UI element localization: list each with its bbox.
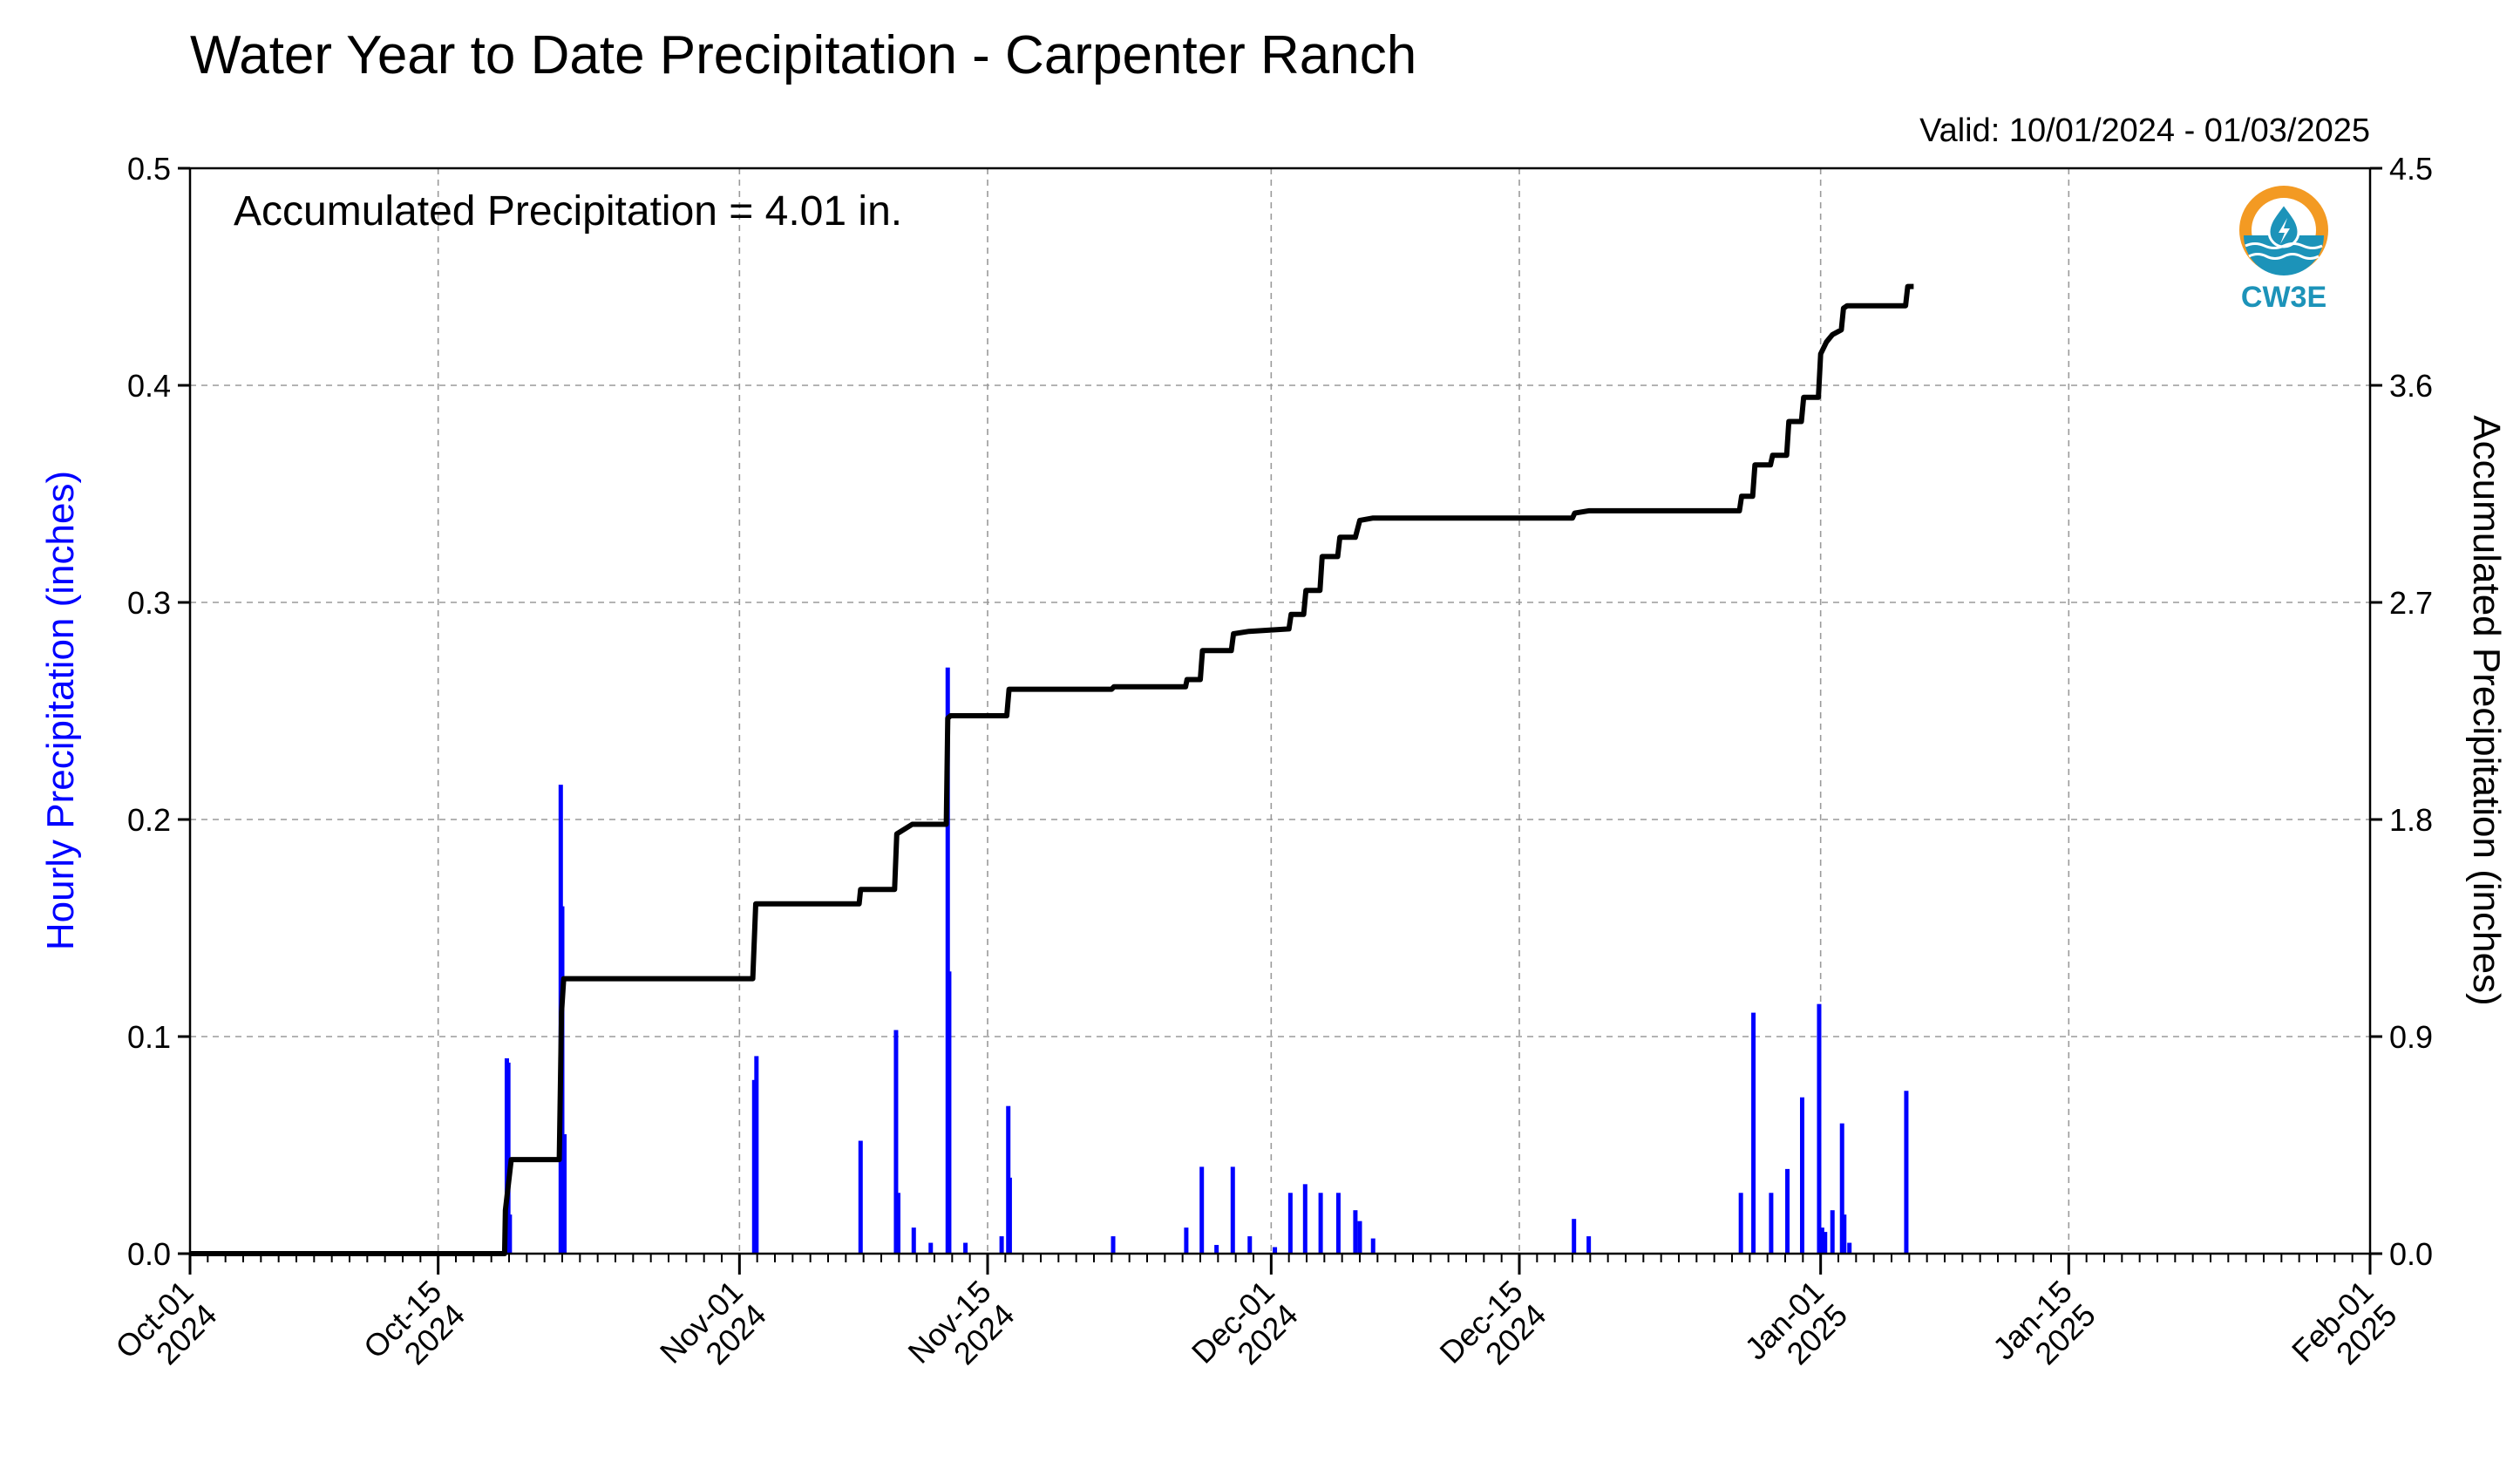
y-right-tick-label: 2.7 bbox=[2389, 585, 2433, 621]
y-left-tick-label: 0.3 bbox=[127, 585, 171, 621]
y-right-tick-label: 4.5 bbox=[2389, 151, 2433, 187]
precipitation-bar bbox=[562, 1134, 567, 1254]
left-axis-title: Hourly Precipitation (inches) bbox=[39, 471, 82, 950]
chart-subtitle: Valid: 10/01/2024 - 01/03/2025 bbox=[1919, 112, 2370, 149]
precipitation-bar bbox=[1318, 1193, 1323, 1254]
precipitation-bar bbox=[928, 1242, 934, 1254]
precipitation-bar bbox=[1751, 1012, 1756, 1254]
precipitation-bar bbox=[507, 1214, 513, 1254]
precipitation-bar bbox=[1335, 1193, 1341, 1254]
chart-title: Water Year to Date Precipitation - Carpe… bbox=[190, 25, 1416, 85]
precipitation-bar bbox=[1230, 1166, 1235, 1254]
precipitation-bar bbox=[947, 971, 952, 1254]
precipitation-bar bbox=[895, 1193, 900, 1254]
y-right-tick-label: 0.9 bbox=[2389, 1019, 2433, 1055]
hourly-precipitation-bars bbox=[503, 667, 1909, 1254]
lightning-icon bbox=[2279, 218, 2290, 244]
precipitation-bar bbox=[1819, 1227, 1824, 1254]
precipitation-bar bbox=[858, 1140, 863, 1254]
precipitation-bar bbox=[1817, 1003, 1822, 1254]
precipitation-bar bbox=[1273, 1247, 1278, 1254]
plot-frame bbox=[188, 167, 2372, 1255]
precipitation-bar bbox=[945, 667, 950, 1254]
precipitation-bar bbox=[911, 1227, 916, 1254]
y-right-tick-label: 1.8 bbox=[2389, 802, 2433, 838]
grid-lines bbox=[189, 167, 2371, 1255]
precipitation-bar bbox=[1302, 1184, 1308, 1254]
logo-text: CW3E bbox=[2241, 281, 2326, 314]
logo-wave-1 bbox=[2245, 242, 2323, 249]
y-right-tick-label: 3.6 bbox=[2389, 368, 2433, 404]
precipitation-bar bbox=[1199, 1166, 1205, 1254]
precipitation-bar bbox=[1572, 1219, 1577, 1254]
precipitation-bar bbox=[1738, 1193, 1743, 1254]
precipitation-bar bbox=[1111, 1236, 1116, 1254]
precipitation-bar bbox=[1370, 1238, 1375, 1254]
y-left-tick-label: 0.1 bbox=[127, 1019, 171, 1055]
accumulated-precipitation-line bbox=[190, 283, 1914, 1256]
precipitation-bar bbox=[751, 1079, 757, 1254]
precipitation-bar bbox=[1287, 1193, 1293, 1254]
y-left-tick-label: 0.4 bbox=[127, 368, 171, 404]
precipitation-bar bbox=[1007, 1177, 1012, 1254]
precipitation-bar bbox=[1823, 1232, 1828, 1254]
precipitation-bar bbox=[1799, 1097, 1804, 1254]
precipitation-bar bbox=[1904, 1091, 1909, 1254]
precipitation-bar bbox=[1247, 1236, 1253, 1254]
precipitation-bar bbox=[1357, 1221, 1362, 1254]
accumulated-annotation: Accumulated Precipitation = 4.01 in. bbox=[234, 188, 902, 235]
precipitation-bar bbox=[1353, 1210, 1358, 1254]
precipitation-bar bbox=[1184, 1227, 1189, 1254]
precipitation-bar bbox=[506, 1062, 511, 1254]
precipitation-bar bbox=[1847, 1242, 1852, 1254]
precipitation-bar bbox=[1769, 1193, 1774, 1254]
accumulated-line bbox=[190, 283, 1914, 1256]
precipitation-bar bbox=[754, 1056, 759, 1254]
y-left-tick-label: 0.2 bbox=[127, 802, 171, 838]
y-left-tick-label: 0.0 bbox=[127, 1236, 171, 1272]
logo-wave-2 bbox=[2248, 253, 2320, 260]
precipitation-bar bbox=[1839, 1123, 1844, 1254]
precipitation-bar bbox=[999, 1236, 1004, 1254]
precipitation-bar bbox=[1586, 1236, 1592, 1254]
y-left-tick-label: 0.5 bbox=[127, 151, 171, 187]
left-y-axis: 0.0 0.1 0.2 0.3 0.4 0.5 bbox=[127, 151, 190, 1272]
y-right-tick-label: 0.0 bbox=[2389, 1236, 2433, 1272]
precipitation-bar bbox=[1214, 1245, 1219, 1254]
right-y-axis: 0.0 0.9 1.8 2.7 3.6 4.5 bbox=[2370, 151, 2433, 1272]
right-axis-title: Accumulated Precipitation (inches) bbox=[2465, 415, 2508, 1005]
cw3e-logo: CW3E bbox=[2239, 186, 2328, 314]
precipitation-bar bbox=[963, 1242, 968, 1254]
precipitation-bar bbox=[1785, 1168, 1790, 1254]
precipitation-bar bbox=[893, 1030, 899, 1254]
precipitation-bar bbox=[1830, 1210, 1835, 1254]
precipitation-bar bbox=[1842, 1214, 1847, 1254]
